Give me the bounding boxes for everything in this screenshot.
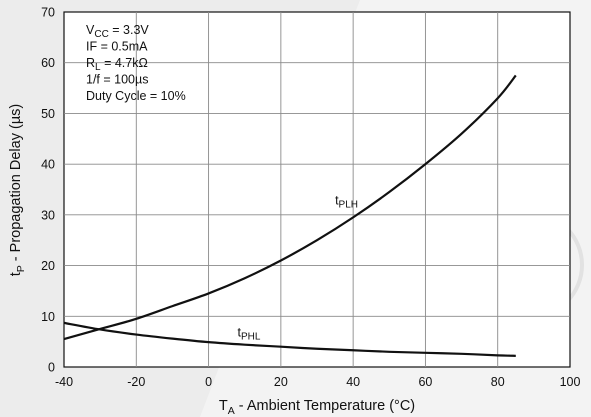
series-line-tphl — [63, 321, 516, 357]
y-tick-label: 60 — [41, 56, 55, 70]
y-tick-label: 0 — [48, 361, 55, 375]
x-tick-label: 100 — [560, 375, 581, 389]
x-axis-title: TA - Ambient Temperature (°C) — [219, 398, 415, 417]
y-tick-label: 10 — [41, 310, 55, 324]
y-tick-label: 30 — [41, 208, 55, 222]
series-labels: tPLH tPHL — [237, 194, 358, 343]
grid-lines — [64, 12, 570, 367]
condition-line: IF = 0.5mA — [86, 40, 148, 54]
y-axis-title: tP - Propagation Delay (µs) — [8, 104, 27, 277]
x-tick-label: 0 — [205, 375, 212, 389]
x-tick-label: 40 — [346, 375, 360, 389]
x-tick-label: -40 — [55, 375, 73, 389]
y-tick-label: 40 — [41, 158, 55, 172]
x-tick-label: 60 — [418, 375, 432, 389]
y-tick-label: 20 — [41, 259, 55, 273]
series-line-tplh — [63, 74, 517, 341]
x-tick-label: 20 — [274, 375, 288, 389]
series-curves — [63, 74, 517, 357]
series-label-tphl: tPHL — [237, 326, 260, 343]
y-tick-labels: 0 10 20 30 40 50 60 70 — [41, 6, 55, 375]
condition-line: 1/f = 100µs — [86, 73, 148, 87]
condition-line: VCC = 3.3V — [86, 23, 149, 40]
series-label-tplh: tPLH — [335, 194, 358, 211]
x-tick-label: 80 — [491, 375, 505, 389]
y-tick-label: 50 — [41, 107, 55, 121]
x-tick-label: -20 — [127, 375, 145, 389]
condition-line: RL = 4.7kΩ — [86, 56, 148, 73]
plot-area — [63, 11, 571, 368]
condition-line: Duty Cycle = 10% — [86, 89, 186, 103]
y-tick-label: 70 — [41, 6, 55, 20]
x-tick-labels: -40 -20 0 20 40 60 80 100 — [55, 375, 581, 389]
